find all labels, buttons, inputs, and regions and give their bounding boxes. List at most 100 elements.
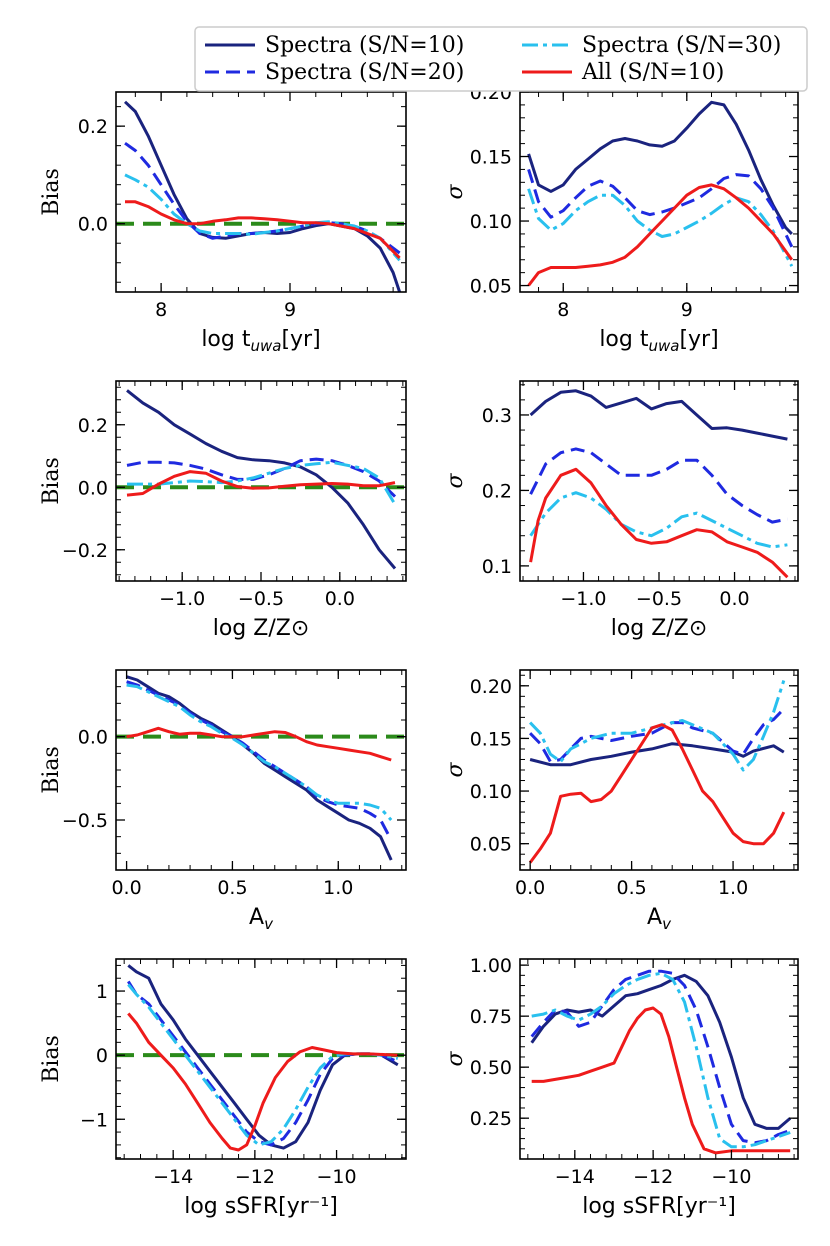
x-tick-label: −0.5 (238, 588, 284, 610)
series-line-s20 (126, 680, 393, 841)
legend-frame (194, 26, 808, 92)
x-tick-label: −12 (235, 1166, 275, 1188)
x-axis-label: log Z/Z⊙ (611, 616, 708, 641)
x-tick-label: −10 (711, 1166, 751, 1188)
x-tick-label: 0.5 (616, 877, 646, 899)
y-axis-label: Bias (39, 1035, 64, 1083)
panel-frame (519, 91, 799, 293)
y-tick-label: 0.2 (482, 480, 512, 502)
y-tick-label: −1 (80, 1109, 108, 1131)
y-tick-label: −0.5 (62, 810, 108, 832)
x-tick-label: 0.0 (515, 877, 545, 899)
x-tick-label: 0.5 (217, 877, 247, 899)
panel-6: 0.0 0.5 1.0 0.05 0.10 0.15 0.20 Av σ (443, 669, 799, 933)
series-line-all (126, 726, 392, 762)
x-axis-label: Av (249, 905, 274, 933)
y-tick-label: 0.25 (470, 1108, 512, 1130)
y-axis-label: Bias (39, 168, 64, 216)
series-line-all (125, 200, 401, 259)
x-tick-label: 8 (557, 299, 569, 321)
panel-frame (115, 380, 407, 582)
series-line-s30 (127, 460, 397, 506)
series-line-all (527, 183, 794, 287)
y-tick-label: 1.00 (470, 955, 512, 977)
y-tick-label: 0.2 (78, 415, 108, 437)
x-tick-label: −10 (317, 1166, 357, 1188)
series-line-all (531, 1006, 791, 1155)
panel-5: 0.0 0.5 1.0 0.0 −0.5 Av Bias (39, 669, 407, 933)
y-tick-label: 0.0 (78, 477, 108, 499)
y-tick-label: 0.10 (470, 211, 512, 233)
series-line-s10 (123, 100, 402, 292)
series-line-s10 (529, 389, 788, 441)
y-tick-label: 0.3 (482, 405, 512, 427)
panel-3: −1.0 −0.5 0.0 0.2 0.0 −0.2 log Z/Z⊙ Bias (39, 380, 407, 641)
panel-1: 8 9 0.2 0.0 log tuwa[yr] Bias (39, 91, 407, 355)
series-line-s10 (126, 675, 393, 861)
y-tick-label: 1 (96, 981, 108, 1003)
x-tick-label: 9 (681, 299, 693, 321)
series-line-s20 (126, 457, 397, 498)
series-line-all (126, 470, 396, 497)
series-line-s30 (124, 173, 401, 262)
y-tick-label: 0.2 (78, 116, 108, 138)
series-line-all (529, 467, 789, 579)
y-axis-label: Bias (39, 457, 64, 505)
y-tick-label: 0.05 (470, 276, 512, 298)
y-tick-label: 0.1 (482, 556, 512, 578)
x-tick-label: 1.0 (718, 877, 748, 899)
panel-8: −14 −12 −10 0.25 0.50 0.75 1.00 log sSFR[yr⁻¹] σ (443, 955, 799, 1219)
legend-label-s20: Spectra (S/N=20) (265, 60, 464, 85)
x-axis-label: Av (647, 905, 672, 933)
panel-frame (115, 91, 407, 293)
y-tick-label: 0.75 (470, 1006, 512, 1028)
x-axis-label: log sSFR[yr⁻¹] (582, 1194, 736, 1219)
y-tick-label: 0 (96, 1045, 108, 1067)
y-tick-label: 0.0 (78, 214, 108, 236)
series-line-s20 (530, 969, 791, 1145)
x-tick-label: −12 (633, 1166, 673, 1188)
y-tick-label: 0.50 (470, 1057, 512, 1079)
y-tick-label: 0.0 (78, 727, 108, 749)
panel-frame (115, 669, 407, 871)
series-line-s30 (527, 188, 794, 267)
series-line-s20 (124, 141, 401, 255)
panel-frame (519, 958, 799, 1160)
legend-label-all: All (S/N=10) (581, 60, 724, 85)
x-axis-label: log Z/Z⊙ (213, 616, 310, 641)
y-axis-label: σ (443, 762, 468, 778)
series-line-all (127, 1012, 398, 1152)
series-line-s30 (126, 683, 393, 822)
y-axis-label: σ (443, 1051, 468, 1067)
y-axis-label: σ (443, 473, 468, 489)
series-line-s20 (527, 168, 794, 248)
series-line-s10 (530, 973, 792, 1130)
x-axis-label: log sSFR[yr⁻¹] (184, 1194, 338, 1219)
y-tick-label: −0.2 (62, 540, 108, 562)
y-tick-label: 0.15 (470, 728, 512, 750)
series-line-s10 (529, 742, 785, 767)
series-line-s30 (531, 971, 791, 1149)
y-tick-label: 0.15 (470, 147, 512, 169)
x-tick-label: −14 (153, 1166, 193, 1188)
x-tick-label: 0.0 (719, 588, 749, 610)
x-tick-label: 0.0 (325, 588, 355, 610)
legend-label-s10: Spectra (S/N=10) (265, 33, 464, 58)
y-tick-label: 0.20 (470, 676, 512, 698)
x-axis-label: log tuwa[yr] (599, 327, 718, 355)
x-tick-label: 9 (284, 299, 296, 321)
series-line-all (528, 723, 786, 864)
panel-4: −1.0 −0.5 0.0 0.1 0.2 0.3 log Z/Z⊙ σ (443, 380, 799, 641)
panel-frame (519, 669, 799, 871)
panel-7: −14 −12 −10 1 0 −1 log sSFR[yr⁻¹] Bias (39, 958, 407, 1219)
x-axis-label: log tuwa[yr] (201, 327, 320, 355)
series-line-s30 (529, 491, 788, 549)
x-tick-label: 1.0 (323, 877, 353, 899)
panel-frame (115, 958, 407, 1160)
x-tick-label: −1.0 (560, 588, 606, 610)
series-line-s10 (126, 389, 397, 570)
y-axis-label: σ (443, 184, 468, 200)
